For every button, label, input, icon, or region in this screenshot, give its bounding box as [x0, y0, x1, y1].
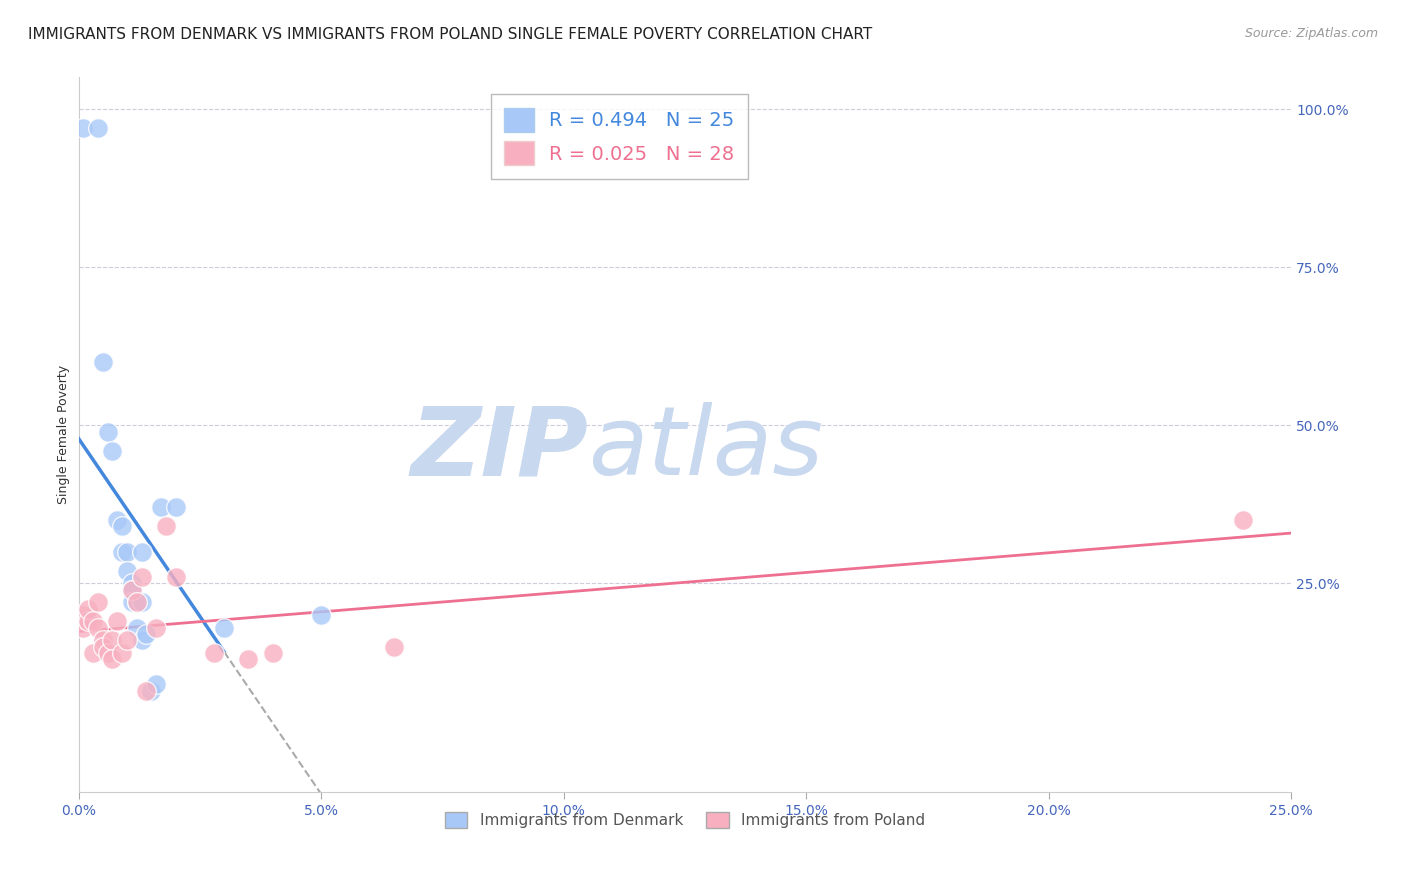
Point: [121, 582, 143, 597]
Point: [382, 640, 405, 654]
Text: atlas: atlas: [588, 402, 823, 495]
Point: [82, 614, 104, 628]
Point: [121, 595, 143, 609]
Text: IMMIGRANTS FROM DENMARK VS IMMIGRANTS FROM POLAND SINGLE FEMALE POVERTY CORRELAT: IMMIGRANTS FROM DENMARK VS IMMIGRANTS FR…: [28, 27, 872, 42]
Point: [115, 633, 138, 648]
Point: [121, 582, 143, 597]
Point: [72, 621, 94, 635]
Point: [262, 646, 284, 660]
Point: [77, 601, 100, 615]
Point: [77, 614, 100, 628]
Point: [87, 121, 110, 136]
Point: [91, 640, 114, 654]
Point: [165, 500, 187, 515]
Point: [97, 646, 120, 660]
Point: [131, 570, 153, 584]
Point: [145, 677, 167, 691]
Point: [97, 425, 120, 439]
Point: [125, 595, 148, 609]
Point: [309, 607, 332, 622]
Point: [1232, 513, 1254, 527]
Point: [121, 576, 143, 591]
Legend: Immigrants from Denmark, Immigrants from Poland: Immigrants from Denmark, Immigrants from…: [439, 806, 931, 834]
Point: [141, 683, 163, 698]
Text: ZIP: ZIP: [411, 402, 588, 495]
Point: [101, 633, 124, 648]
Text: Source: ZipAtlas.com: Source: ZipAtlas.com: [1244, 27, 1378, 40]
Point: [202, 646, 225, 660]
Point: [149, 500, 172, 515]
Point: [131, 595, 153, 609]
Point: [115, 564, 138, 578]
Point: [101, 652, 124, 666]
Y-axis label: Single Female Poverty: Single Female Poverty: [58, 365, 70, 504]
Point: [131, 633, 153, 648]
Point: [238, 652, 260, 666]
Point: [111, 544, 134, 558]
Point: [125, 595, 148, 609]
Point: [105, 513, 128, 527]
Point: [131, 544, 153, 558]
Point: [101, 443, 124, 458]
Point: [72, 121, 94, 136]
Point: [111, 646, 134, 660]
Point: [72, 607, 94, 622]
Point: [82, 646, 104, 660]
Point: [115, 544, 138, 558]
Point: [135, 627, 157, 641]
Point: [87, 595, 110, 609]
Point: [87, 621, 110, 635]
Point: [212, 621, 235, 635]
Point: [105, 614, 128, 628]
Point: [155, 519, 177, 533]
Point: [91, 355, 114, 369]
Point: [111, 519, 134, 533]
Point: [135, 683, 157, 698]
Point: [91, 633, 114, 648]
Point: [125, 621, 148, 635]
Point: [165, 570, 187, 584]
Point: [145, 621, 167, 635]
